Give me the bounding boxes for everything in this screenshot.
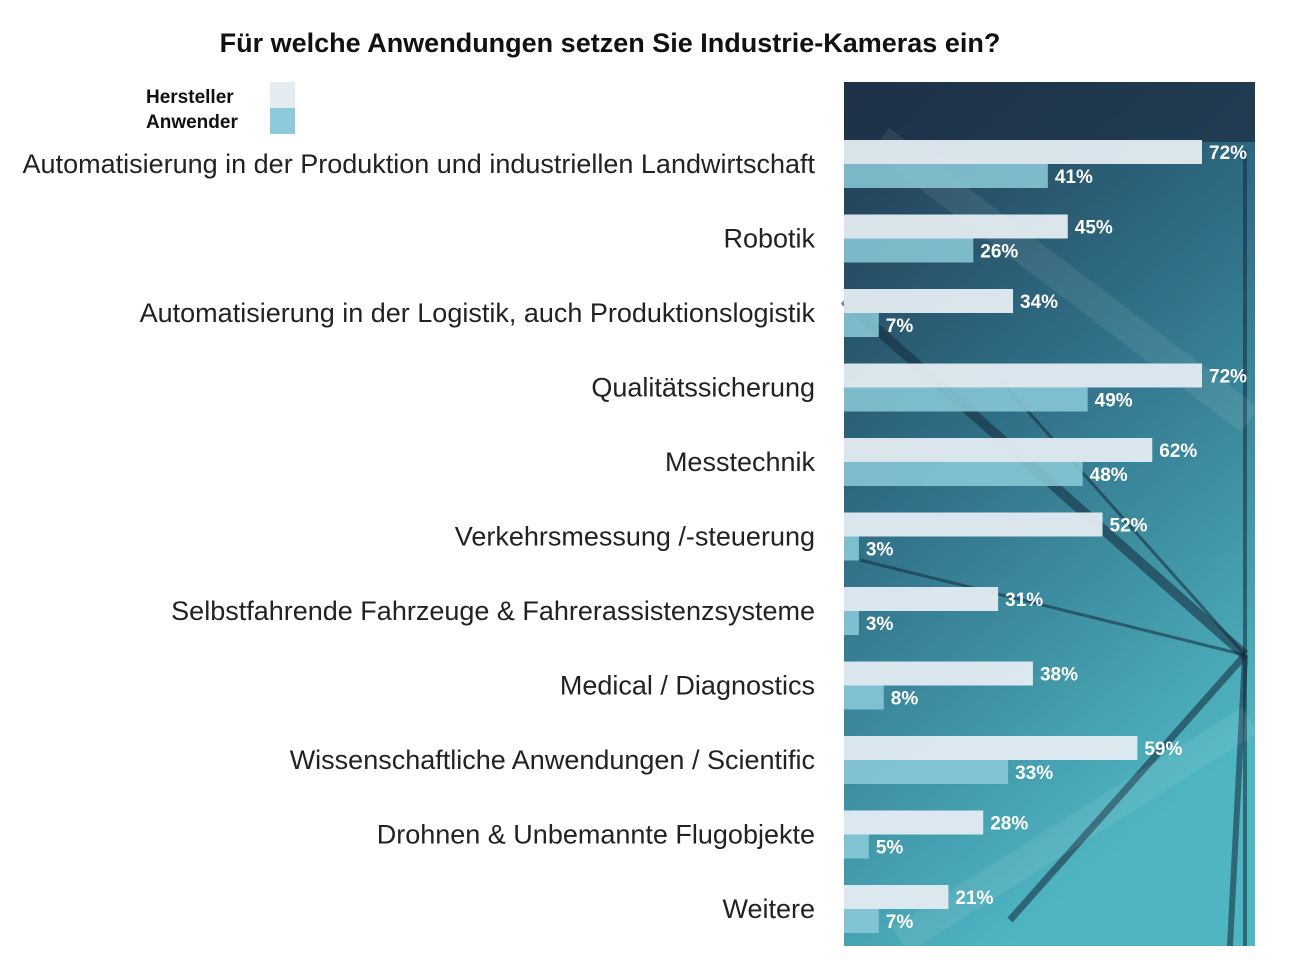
legend-swatch-anwender [270, 108, 295, 134]
data-label: 3% [866, 540, 894, 561]
bar-anwender [844, 238, 974, 263]
category-label: Automatisierung in der Logistik, auch Pr… [140, 298, 816, 328]
data-label: 28% [990, 814, 1028, 835]
bar-hersteller [844, 810, 984, 835]
chart-title: Für welche Anwendungen setzen Sie Indust… [219, 28, 1001, 58]
bar-anwender [844, 462, 1083, 486]
bar-anwender [844, 834, 869, 859]
data-label: 8% [891, 689, 919, 710]
category-label: Weitere [722, 894, 815, 924]
legend: Hersteller Anwender [146, 82, 295, 134]
data-label: 34% [1020, 292, 1058, 313]
category-label: Medical / Diagnostics [560, 671, 815, 701]
data-label: 72% [1209, 143, 1247, 164]
bar-hersteller [844, 587, 999, 611]
bar-anwender [844, 685, 884, 710]
data-label: 62% [1159, 441, 1197, 462]
bar-hersteller [844, 438, 1153, 462]
category-label: Drohnen & Unbemannte Flugobjekte [377, 820, 815, 850]
bar-anwender [844, 164, 1048, 188]
bar-anwender [844, 313, 879, 337]
bar-anwender [844, 611, 859, 635]
data-label: 45% [1075, 218, 1113, 239]
legend-swatch-hersteller [270, 82, 295, 108]
bars [844, 140, 1202, 933]
data-label: 72% [1209, 367, 1247, 388]
data-label: 7% [886, 316, 914, 337]
legend-label-hersteller: Hersteller [146, 87, 234, 108]
bar-hersteller [844, 140, 1202, 164]
category-label: Messtechnik [665, 447, 816, 477]
category-labels: Automatisierung in der Produktion und in… [23, 149, 816, 924]
data-label: 41% [1055, 167, 1093, 188]
data-label: 5% [876, 838, 904, 859]
legend-label-anwender: Anwender [146, 112, 238, 133]
data-label: 49% [1095, 391, 1133, 412]
value-labels: 72% 41% 45% 26% 34% 7% 72% 49% 62% 48% 52% 3% 31% 3% 3… [866, 143, 1247, 933]
category-label: Selbstfahrende Fahrzeuge & Fahrerassiste… [171, 596, 815, 626]
bar-anwender [844, 536, 859, 561]
bar-hersteller [844, 661, 1033, 686]
bar-hersteller [844, 736, 1138, 760]
bar-hersteller [844, 214, 1068, 239]
category-label: Automatisierung in der Produktion und in… [23, 149, 816, 179]
bar-hersteller [844, 512, 1103, 537]
data-label: 21% [955, 888, 993, 909]
bar-anwender [844, 909, 879, 933]
data-label: 31% [1005, 590, 1043, 611]
bar-anwender [844, 760, 1009, 784]
category-label: Wissenschaftliche Anwendungen / Scientif… [290, 745, 815, 775]
bar-hersteller [844, 363, 1202, 388]
data-label: 7% [886, 912, 914, 933]
bar-anwender [844, 387, 1088, 412]
data-label: 33% [1015, 763, 1053, 784]
data-label: 59% [1144, 739, 1182, 760]
category-label: Robotik [723, 224, 815, 254]
data-label: 38% [1040, 665, 1078, 686]
bar-hersteller [844, 289, 1014, 313]
data-label: 26% [980, 242, 1018, 263]
category-label: Verkehrsmessung /-steuerung [455, 522, 815, 552]
bar-hersteller [844, 885, 949, 909]
data-label: 3% [866, 614, 894, 635]
data-label: 52% [1110, 516, 1148, 537]
category-label: Qualitätssicherung [591, 373, 815, 403]
data-label: 48% [1090, 465, 1128, 486]
